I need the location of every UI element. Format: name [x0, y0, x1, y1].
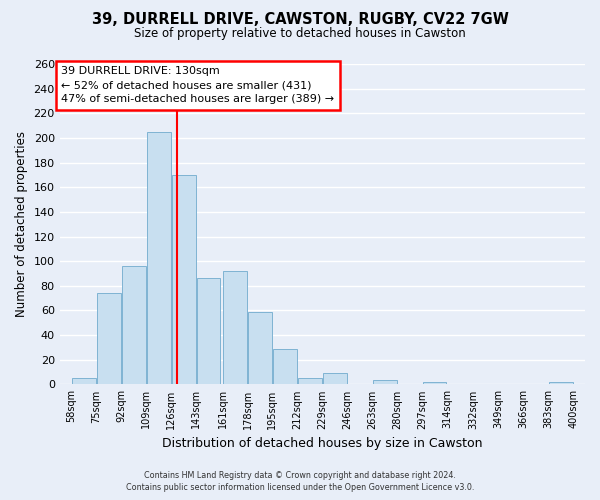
Bar	[323, 374, 347, 384]
Bar	[172, 175, 196, 384]
Bar	[97, 293, 121, 384]
Bar	[223, 271, 247, 384]
Text: Size of property relative to detached houses in Cawston: Size of property relative to detached ho…	[134, 28, 466, 40]
Bar	[273, 348, 297, 384]
Bar	[423, 382, 446, 384]
Bar	[72, 378, 96, 384]
Text: Contains HM Land Registry data © Crown copyright and database right 2024.
Contai: Contains HM Land Registry data © Crown c…	[126, 471, 474, 492]
Text: 39 DURRELL DRIVE: 130sqm
← 52% of detached houses are smaller (431)
47% of semi-: 39 DURRELL DRIVE: 130sqm ← 52% of detach…	[61, 66, 334, 104]
Bar	[147, 132, 170, 384]
Bar	[122, 266, 146, 384]
Y-axis label: Number of detached properties: Number of detached properties	[15, 131, 28, 317]
X-axis label: Distribution of detached houses by size in Cawston: Distribution of detached houses by size …	[162, 437, 482, 450]
Bar	[373, 380, 397, 384]
Bar	[549, 382, 572, 384]
Text: 39, DURRELL DRIVE, CAWSTON, RUGBY, CV22 7GW: 39, DURRELL DRIVE, CAWSTON, RUGBY, CV22 …	[92, 12, 508, 28]
Bar	[298, 378, 322, 384]
Bar	[197, 278, 220, 384]
Bar	[248, 312, 272, 384]
